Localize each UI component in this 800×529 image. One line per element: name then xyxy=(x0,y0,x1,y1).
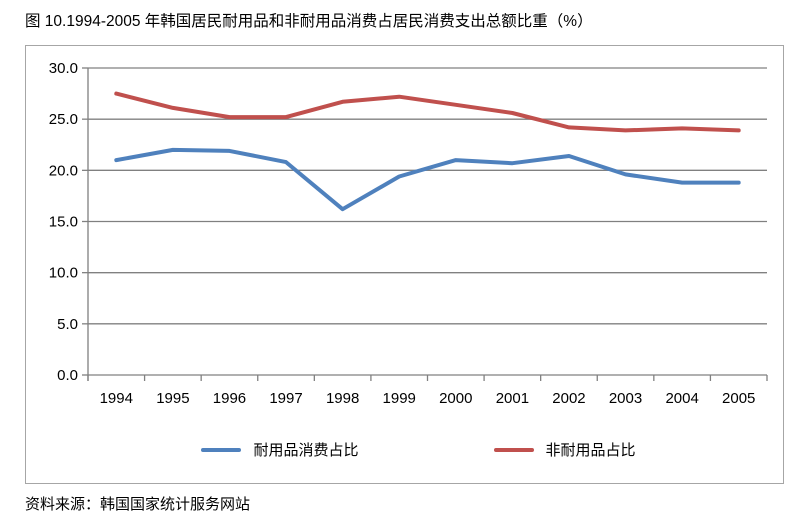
y-axis-label: 20.0 xyxy=(49,162,78,179)
x-axis-label: 1995 xyxy=(156,390,189,407)
y-axis-label: 10.0 xyxy=(49,265,78,282)
legend-non-durable-goods: 非耐用品占比 xyxy=(493,439,636,460)
x-axis-label: 1994 xyxy=(100,390,133,407)
x-axis-label: 2004 xyxy=(665,390,698,407)
figure-title: 图 10.1994-2005 年韩国居民耐用品和非耐用品消费占居民消费支出总额比… xyxy=(25,13,593,30)
legend-swatch xyxy=(201,447,242,452)
x-axis-label: 2005 xyxy=(722,390,755,407)
x-axis-label: 1999 xyxy=(383,390,416,407)
x-axis-label: 2002 xyxy=(552,390,585,407)
x-axis-label: 2000 xyxy=(439,390,472,407)
series-line-durable-goods xyxy=(114,147,741,212)
x-axis-label: 2001 xyxy=(496,390,529,407)
y-axis-label: 25.0 xyxy=(49,111,78,128)
y-axis-label: 30.0 xyxy=(49,60,78,77)
x-axis-label: 1996 xyxy=(213,390,246,407)
chart-legend: 耐用品消费占比 非耐用品占比 xyxy=(40,439,797,460)
legend-label: 非耐用品占比 xyxy=(545,442,636,459)
series-line-non-durable-goods xyxy=(114,91,741,133)
legend-label: 耐用品消费占比 xyxy=(253,442,359,459)
chart-frame: 0.0 5.0 10.0 15.0 20.0 25.0 30.0 1994 1995 1996 19… xyxy=(25,45,784,484)
y-axis-label: 5.0 xyxy=(57,316,78,333)
x-axis-label: 2003 xyxy=(609,390,642,407)
chart-canvas: 0.0 5.0 10.0 15.0 20.0 25.0 30.0 1994 1995 1996 19… xyxy=(49,60,768,407)
x-axis-label: 1997 xyxy=(269,390,302,407)
y-axis-label: 15.0 xyxy=(49,214,78,231)
source-text: 资料来源：韩国国家统计服务网站 xyxy=(25,496,251,513)
legend-durable-goods: 耐用品消费占比 xyxy=(201,439,359,460)
legend-swatch xyxy=(493,447,534,452)
x-axis-label: 1998 xyxy=(326,390,359,407)
y-axis-label: 0.0 xyxy=(57,367,78,384)
